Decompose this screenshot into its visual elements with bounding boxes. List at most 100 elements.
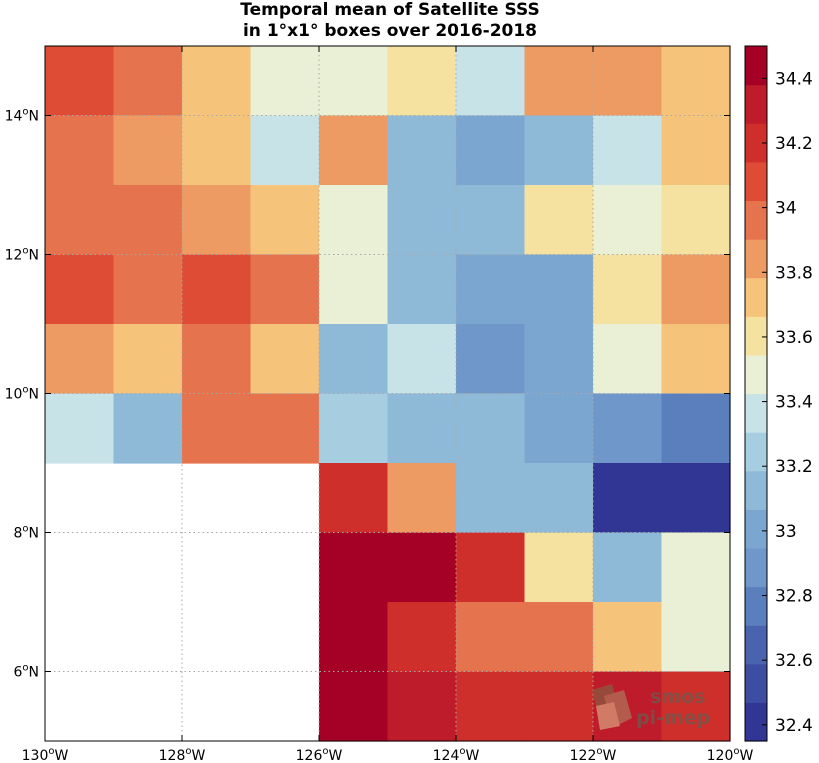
colorbar-tick-label: 32.4 xyxy=(775,716,813,736)
heatmap-cell xyxy=(319,602,389,673)
heatmap-cell xyxy=(182,254,252,325)
heatmap-cell xyxy=(319,532,389,603)
heatmap-cell xyxy=(593,254,663,325)
heatmap-cell xyxy=(113,254,183,325)
x-tick-label: 128oW xyxy=(159,746,206,763)
heatmap-cell xyxy=(387,532,457,603)
colorbar-segment xyxy=(745,84,767,124)
heatmap-cell xyxy=(387,602,457,673)
heatmap-cell xyxy=(387,46,457,117)
colorbar-segment xyxy=(745,702,767,742)
y-axis-ticks: 6oN 8oN 10oN 12oN 14oN xyxy=(5,107,730,681)
heatmap-cell xyxy=(661,185,731,256)
chart-title-line-2: in 1°x1° boxes over 2016-2018 xyxy=(242,21,538,41)
heatmap-cell xyxy=(524,185,594,256)
logo-text-pimep: pi-mep xyxy=(636,707,710,729)
heatmap-cell xyxy=(593,324,663,395)
heatmap-cell xyxy=(319,46,389,117)
colorbar-segment xyxy=(745,354,767,395)
heatmap-cell xyxy=(45,46,115,117)
colorbar-frame xyxy=(744,45,768,742)
heatmap-cell xyxy=(456,532,526,603)
colorbar-tick-label: 33.8 xyxy=(775,263,813,283)
heatmap-cell xyxy=(182,115,252,186)
heatmap-cell xyxy=(387,115,457,186)
heatmap-cell xyxy=(661,254,731,325)
y-tick-label: 8oN xyxy=(13,524,39,542)
colorbar-segment xyxy=(745,509,767,549)
heatmap-cell xyxy=(456,254,526,325)
heatmap-cell xyxy=(661,463,731,534)
colorbar-segment xyxy=(745,161,767,202)
colorbar-segment xyxy=(745,123,767,163)
heatmap-cell xyxy=(250,393,320,464)
heatmap-cell xyxy=(319,393,389,464)
colorbar-tick-label: 33.2 xyxy=(775,457,813,477)
heatmap-cell xyxy=(387,185,457,256)
heatmap-cell xyxy=(319,185,389,256)
heatmap-cell xyxy=(524,46,594,117)
heatmap-cell xyxy=(182,324,252,395)
heatmap-cell xyxy=(250,46,320,117)
heatmap-cell xyxy=(456,602,526,673)
heatmap-cell xyxy=(661,324,731,395)
heatmap-cell xyxy=(387,254,457,325)
colorbar-tick-label: 33.6 xyxy=(775,328,813,348)
heatmap-cell xyxy=(45,324,115,395)
colorbar-tick-label: 34.4 xyxy=(775,69,813,89)
heatmap-cells xyxy=(45,46,731,742)
heatmap-cell xyxy=(524,115,594,186)
heatmap-cell xyxy=(593,393,663,464)
colorbar-segment xyxy=(745,393,767,433)
heatmap-cell xyxy=(593,115,663,186)
heatmap-cell xyxy=(319,115,389,186)
heatmap-cell xyxy=(456,115,526,186)
heatmap-cell xyxy=(113,46,183,117)
heatmap-cell xyxy=(113,393,183,464)
colorbar-segment xyxy=(745,277,767,317)
colorbar-segment xyxy=(745,432,767,472)
colorbar-tick-label: 33 xyxy=(775,522,797,542)
y-tick-label: 10oN xyxy=(5,385,39,403)
heatmap-cell xyxy=(524,324,594,395)
heatmap-cell xyxy=(661,393,731,464)
heatmap-cell xyxy=(524,393,594,464)
colorbar-segment xyxy=(745,46,767,86)
colorbar-segment xyxy=(745,239,767,279)
heatmap-cell xyxy=(113,115,183,186)
heatmap-cell xyxy=(250,324,320,395)
colorbar-ticks: 32.4 32.6 32.8 33 33.2 33.4 33.6 33.8 34 34.2 34.4 xyxy=(762,69,813,736)
x-tick-label: 122oW xyxy=(570,746,617,763)
heatmap-cell xyxy=(456,393,526,464)
colorbar-tick-label: 34.2 xyxy=(775,134,813,154)
heatmap-cell xyxy=(45,185,115,256)
colorbar-tick-label: 32.8 xyxy=(775,587,813,607)
heatmap-cell xyxy=(661,46,731,117)
heatmap-cell xyxy=(113,324,183,395)
x-tick-label: 126oW xyxy=(296,746,343,763)
heatmap-cell xyxy=(45,254,115,325)
x-tick-label: 120oW xyxy=(707,746,754,763)
heatmap-cell xyxy=(319,463,389,534)
heatmap-cell xyxy=(524,602,594,673)
heatmap-cell xyxy=(182,185,252,256)
heatmap-cell xyxy=(593,185,663,256)
heatmap-cell xyxy=(387,324,457,395)
heatmap-cell xyxy=(661,671,731,742)
y-tick-label: 12oN xyxy=(5,246,39,264)
heatmap-cell xyxy=(387,671,457,742)
heatmap-cell xyxy=(250,254,320,325)
colorbar-segment xyxy=(745,547,767,588)
heatmap-cell xyxy=(456,324,526,395)
colorbar xyxy=(744,45,768,742)
x-tick-label: 130oW xyxy=(22,746,69,763)
heatmap-cell xyxy=(182,46,252,117)
x-tick-label: 124oW xyxy=(433,746,480,763)
heatmap-cell xyxy=(661,602,731,673)
colorbar-segment xyxy=(745,625,767,665)
heatmap-cell xyxy=(319,671,389,742)
heatmap-cell xyxy=(456,46,526,117)
heatmap-cell xyxy=(319,254,389,325)
heatmap-cell xyxy=(593,46,663,117)
